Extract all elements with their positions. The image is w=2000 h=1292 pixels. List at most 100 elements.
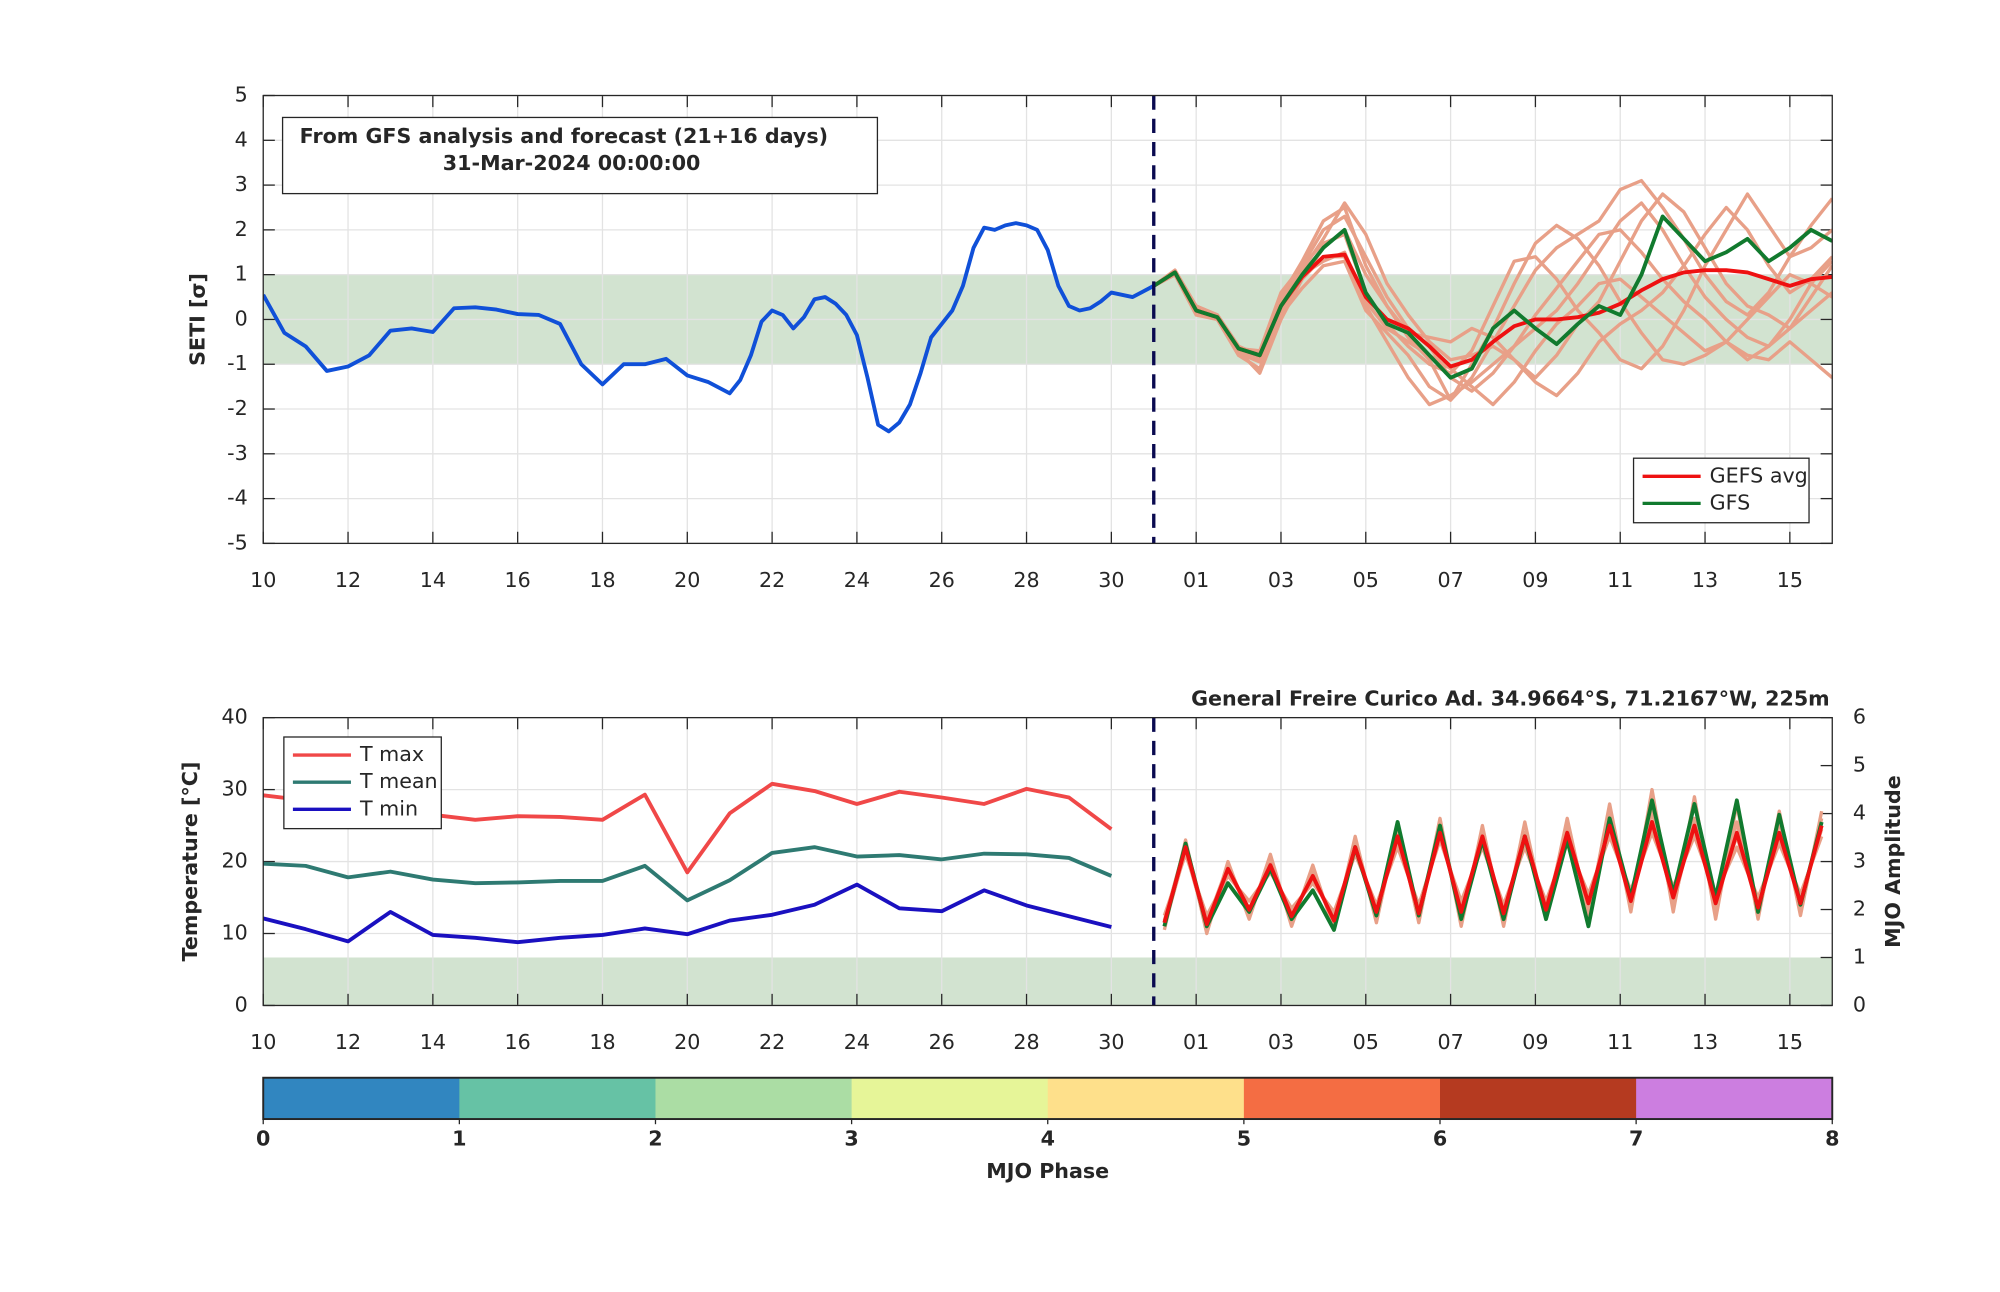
colorbar-segment xyxy=(1636,1077,1833,1120)
x-tick-label: 22 xyxy=(759,1030,785,1054)
legend-label: GFS xyxy=(1710,490,1751,514)
series-line xyxy=(263,845,1113,903)
y-tick-label: 5 xyxy=(235,83,248,107)
legend-label: T max xyxy=(359,742,424,766)
axes-frame xyxy=(262,716,1833,1007)
y2-tick-label: 3 xyxy=(1853,849,1866,873)
x-tick-label: 30 xyxy=(1098,1030,1124,1054)
y-tick-label: 3 xyxy=(235,172,248,196)
y-tick-label: 4 xyxy=(235,127,248,151)
y-tick-label: 10 xyxy=(221,921,247,945)
chart-title: From GFS analysis and forecast (21+16 da… xyxy=(300,124,828,148)
x-tick-label: 03 xyxy=(1268,568,1294,592)
chart-subtitle: 31-Mar-2024 00:00:00 xyxy=(443,151,701,175)
series-line xyxy=(263,882,1112,945)
x-tick-label: 28 xyxy=(1013,568,1039,592)
series-line xyxy=(1152,192,1833,375)
y2-axis-label: MJO Amplitude xyxy=(1881,775,1905,948)
x-tick-label: 05 xyxy=(1353,1030,1379,1054)
colorbar-tick-label: 1 xyxy=(452,1127,466,1151)
plot-area xyxy=(263,781,1824,945)
chart-title: General Freire Curico Ad. 34.9664°S, 71.… xyxy=(1191,687,1830,711)
x-tick-label: 10 xyxy=(250,1030,276,1054)
x-tick-label: 16 xyxy=(505,1030,531,1054)
x-tick-label: 20 xyxy=(674,568,700,592)
x-tick-label: 16 xyxy=(505,568,531,592)
x-tick-label: 07 xyxy=(1437,568,1463,592)
x-tick-label: 07 xyxy=(1437,1030,1463,1054)
colorbar-tick-label: 5 xyxy=(1237,1127,1251,1151)
y-tick-label: 1 xyxy=(235,262,248,286)
x-tick-label: 01 xyxy=(1183,1030,1209,1054)
y-tick-label: 0 xyxy=(235,306,248,330)
x-tick-label: 13 xyxy=(1692,1030,1718,1054)
y-axis-label: Temperature [°C] xyxy=(178,762,202,962)
x-tick-label: 15 xyxy=(1777,568,1803,592)
y-tick-label: 20 xyxy=(221,849,247,873)
legend xyxy=(1632,457,1810,524)
title-box xyxy=(281,116,879,195)
colorbar-segment xyxy=(1047,1077,1245,1120)
y2-tick-label: 5 xyxy=(1853,753,1866,777)
y2-tick-label: 2 xyxy=(1853,897,1866,921)
colorbar-segment xyxy=(655,1077,853,1120)
series-line xyxy=(1152,201,1833,407)
colorbar-tick-label: 4 xyxy=(1041,1127,1055,1151)
y-tick-label: 30 xyxy=(221,777,247,801)
x-tick-label: 12 xyxy=(335,1030,361,1054)
series-line xyxy=(1162,820,1824,927)
colorbar-segment xyxy=(263,1077,460,1120)
y-axis-label: SETI [σ] xyxy=(186,273,210,366)
colorbar-tick-label: 0 xyxy=(256,1127,270,1151)
x-tick-label: 03 xyxy=(1268,1030,1294,1054)
colorbar-segment xyxy=(1440,1077,1637,1120)
y2-tick-label: 1 xyxy=(1853,944,1866,968)
y-tick-label: -2 xyxy=(227,396,248,420)
y-tick-label: -5 xyxy=(227,530,248,554)
legend-label: GEFS avg xyxy=(1710,463,1808,487)
y2-tick-label: 4 xyxy=(1853,801,1866,825)
x-tick-label: 14 xyxy=(420,1030,446,1054)
x-tick-label: 13 xyxy=(1692,568,1718,592)
x-tick-label: 18 xyxy=(589,1030,615,1054)
colorbar-tick-label: 7 xyxy=(1629,1127,1643,1151)
plot-area xyxy=(263,178,1833,434)
x-tick-label: 24 xyxy=(844,1030,870,1054)
y2-tick-label: 0 xyxy=(1853,992,1866,1016)
x-tick-label: 09 xyxy=(1522,568,1548,592)
x-tick-label: 05 xyxy=(1353,568,1379,592)
x-tick-label: 22 xyxy=(759,568,785,592)
axes-frame xyxy=(262,94,1833,545)
x-tick-label: 14 xyxy=(420,568,446,592)
colorbar-tick-label: 6 xyxy=(1433,1127,1447,1151)
x-tick-label: 30 xyxy=(1098,568,1124,592)
colorbar-label: MJO Phase xyxy=(986,1159,1109,1183)
colorbar-segment xyxy=(851,1077,1049,1120)
x-tick-label: 15 xyxy=(1777,1030,1803,1054)
x-tick-label: 26 xyxy=(929,568,955,592)
x-tick-label: 09 xyxy=(1522,1030,1548,1054)
colorbar-tick-label: 3 xyxy=(844,1127,858,1151)
y-tick-label: 0 xyxy=(235,992,248,1016)
x-tick-label: 18 xyxy=(589,568,615,592)
x-tick-label: 11 xyxy=(1607,568,1633,592)
y-tick-label: -3 xyxy=(227,441,248,465)
colorbar-segment xyxy=(459,1077,657,1120)
series-line xyxy=(263,221,1155,434)
legend-label: T mean xyxy=(359,769,438,793)
x-tick-label: 28 xyxy=(1013,1030,1039,1054)
series-line xyxy=(1152,214,1833,380)
y-tick-label: 40 xyxy=(221,705,247,729)
x-tick-label: 11 xyxy=(1607,1030,1633,1054)
y-tick-label: 2 xyxy=(235,217,248,241)
x-tick-label: 01 xyxy=(1183,568,1209,592)
x-tick-label: 24 xyxy=(844,568,870,592)
x-tick-label: 10 xyxy=(250,568,276,592)
band xyxy=(263,957,1833,1006)
y-tick-label: -4 xyxy=(227,486,248,510)
y-tick-label: -1 xyxy=(227,351,248,375)
legend-label: T min xyxy=(359,796,418,820)
colorbar-segment xyxy=(1243,1077,1441,1120)
x-tick-label: 26 xyxy=(929,1030,955,1054)
